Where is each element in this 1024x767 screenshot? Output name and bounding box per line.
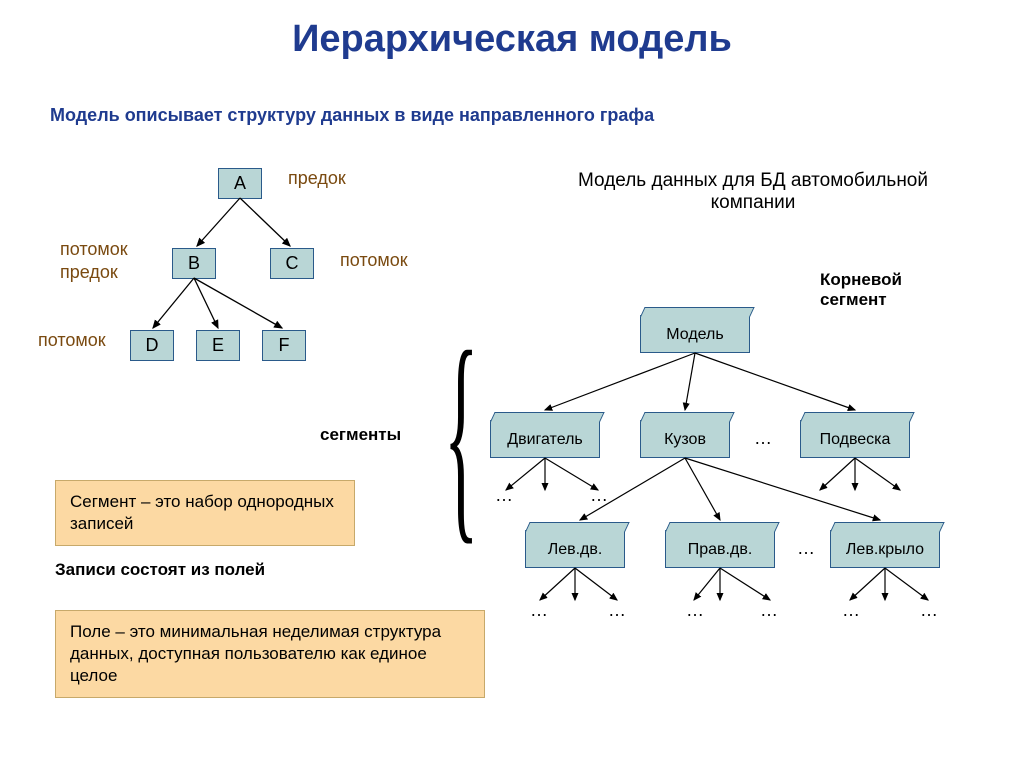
- seg-l2-2: Подвеска: [800, 420, 910, 458]
- def-records: Записи состоят из полей: [55, 560, 265, 580]
- dots-b6: …: [920, 600, 938, 621]
- label-descendant-right: потомок: [340, 250, 408, 271]
- dots-b5: …: [842, 600, 860, 621]
- root-segment-label: Корневой сегмент: [820, 270, 970, 310]
- page-title: Иерархическая модель: [0, 0, 1024, 61]
- dots-l3: …: [797, 538, 815, 559]
- dots-b2: …: [608, 600, 626, 621]
- node-d: D: [130, 330, 174, 361]
- subtitle: Модель описывает структуру данных в виде…: [50, 105, 654, 126]
- brace-icon: {: [444, 299, 479, 568]
- dots-b4: …: [760, 600, 778, 621]
- label-descendant-bottom: потомок: [38, 330, 106, 351]
- node-b: B: [172, 248, 216, 279]
- dots-b3: …: [686, 600, 704, 621]
- segments-label: сегменты: [320, 425, 401, 445]
- node-c: C: [270, 248, 314, 279]
- dots-m1: …: [495, 485, 513, 506]
- seg-l3-0: Лев.дв.: [525, 530, 625, 568]
- label-ancestor-top: предок: [288, 168, 346, 189]
- label-descendant-left: потомок: [60, 239, 128, 260]
- def-field: Поле – это минимальная неделимая структу…: [55, 610, 485, 698]
- seg-l2-1: Кузов: [640, 420, 730, 458]
- dots-b1: …: [530, 600, 548, 621]
- node-e: E: [196, 330, 240, 361]
- seg-l2-0: Двигатель: [490, 420, 600, 458]
- def-segment: Сегмент – это набор однородных записей: [55, 480, 355, 546]
- seg-l3-1: Прав.дв.: [665, 530, 775, 568]
- seg-root: Модель: [640, 315, 750, 353]
- node-a: A: [218, 168, 262, 199]
- right-caption: Модель данных для БД автомобильной компа…: [558, 170, 948, 214]
- dots-m2: …: [590, 485, 608, 506]
- dots-l2: …: [754, 428, 772, 449]
- label-ancestor-left: предок: [60, 262, 118, 283]
- node-f: F: [262, 330, 306, 361]
- seg-l3-2: Лев.крыло: [830, 530, 940, 568]
